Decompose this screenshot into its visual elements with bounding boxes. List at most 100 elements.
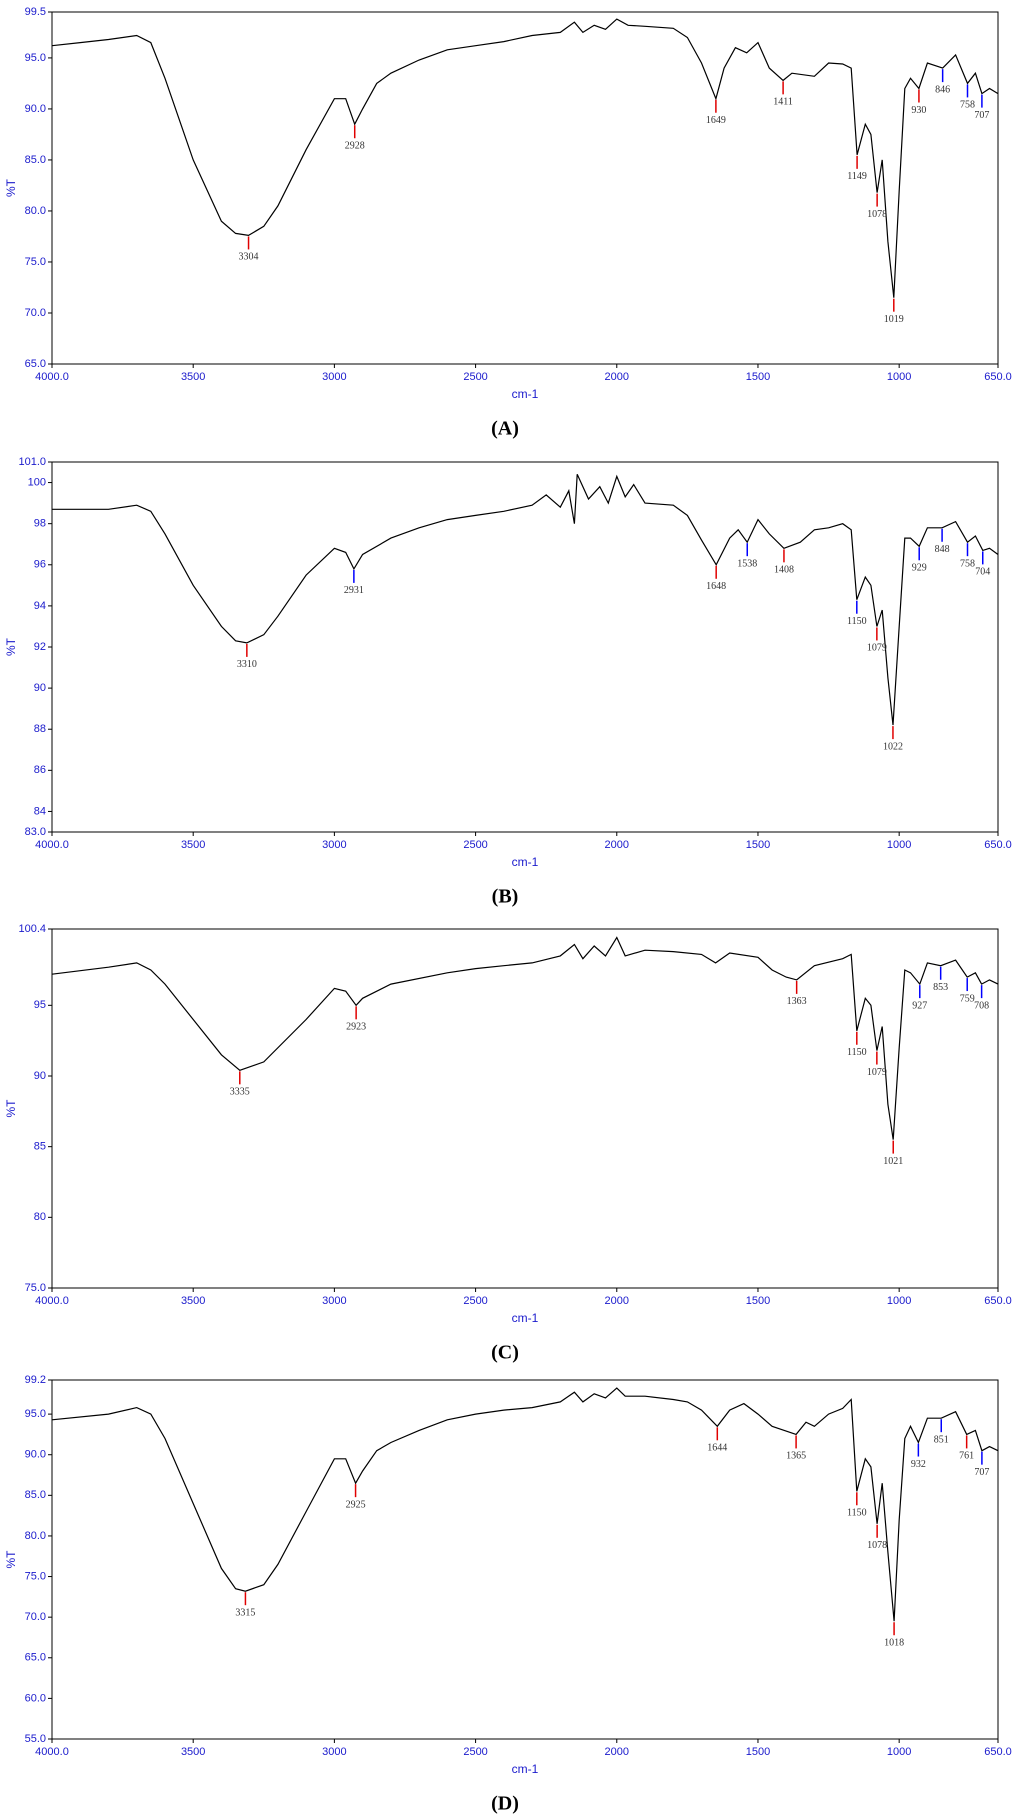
x-tick-label: 650.0	[984, 839, 1012, 851]
x-tick-label: 2000	[605, 1295, 629, 1307]
y-tick-label: 80	[34, 1211, 46, 1223]
x-tick-label: 2000	[605, 371, 629, 383]
peak-label: 1018	[884, 1638, 904, 1649]
peak-label: 1149	[847, 171, 867, 182]
plot-frame	[51, 11, 999, 365]
x-tick-label: 1000	[887, 1746, 911, 1758]
y-tick-label: 55.0	[25, 1733, 46, 1745]
plot-frame	[51, 1379, 999, 1740]
x-axis-label: cm-1	[512, 1311, 539, 1325]
peak-label: 2925	[346, 1499, 366, 1510]
peak-label: 927	[912, 1000, 927, 1011]
peak-label: 707	[974, 110, 989, 121]
peak-label: 1150	[847, 616, 867, 627]
peak-label: 2923	[346, 1022, 366, 1033]
y-tick-label: 80.0	[25, 1530, 46, 1542]
y-tick-label: 100	[28, 476, 46, 488]
peak-label: 853	[933, 982, 948, 993]
panel-label: (C)	[491, 1342, 519, 1364]
y-tick-label: 86	[34, 764, 46, 776]
peak-label: 1019	[884, 314, 904, 325]
y-tick-label: 83.0	[25, 826, 46, 838]
peak-label: 932	[911, 1459, 926, 1470]
y-tick-label: 98	[34, 518, 46, 530]
x-tick-label: 4000.0	[35, 371, 69, 383]
y-tick-label: 85.0	[25, 154, 46, 166]
y-tick-label: 75.0	[25, 1282, 46, 1294]
peak-label: 758	[960, 100, 975, 111]
x-tick-label: 2500	[463, 1295, 487, 1307]
x-tick-label: 4000.0	[35, 839, 69, 851]
peak-label: 1150	[847, 1047, 867, 1058]
peak-label: 929	[912, 563, 927, 574]
peak-label: 3335	[230, 1087, 250, 1098]
spectrum-line	[51, 936, 999, 1140]
y-axis-label: %T	[4, 637, 18, 656]
y-tick-label: 70.0	[25, 307, 46, 319]
peak-label: 1150	[847, 1508, 867, 1519]
y-tick-label: 60.0	[25, 1692, 46, 1704]
peak-label: 704	[975, 567, 990, 578]
peak-label: 930	[911, 105, 926, 116]
peak-label: 707	[974, 1467, 989, 1478]
x-tick-label: 2000	[605, 1746, 629, 1758]
y-axis-label: %T	[4, 1550, 18, 1569]
panel-label: (D)	[491, 1793, 519, 1815]
y-tick-label: 70.0	[25, 1611, 46, 1623]
x-tick-label: 650.0	[984, 371, 1012, 383]
peak-label: 1365	[786, 1451, 806, 1462]
x-tick-label: 3000	[322, 839, 346, 851]
y-tick-label: 95.0	[25, 1408, 46, 1420]
y-tick-label: 90	[34, 682, 46, 694]
x-tick-label: 1000	[887, 1295, 911, 1307]
x-tick-label: 1000	[887, 839, 911, 851]
x-axis-label: cm-1	[512, 1762, 539, 1776]
peak-label: 1649	[706, 115, 726, 126]
peak-label: 708	[974, 1000, 989, 1011]
peak-label: 759	[960, 993, 975, 1004]
peak-label: 1021	[883, 1156, 903, 1167]
y-tick-label: 80.0	[25, 205, 46, 217]
x-tick-label: 650.0	[984, 1295, 1012, 1307]
y-tick-label: 94	[34, 600, 46, 612]
x-tick-label: 3000	[322, 371, 346, 383]
peak-label: 2931	[344, 585, 364, 596]
x-tick-label: 3000	[322, 1746, 346, 1758]
y-tick-label: 95.0	[25, 52, 46, 64]
y-tick-label: 90.0	[25, 1449, 46, 1461]
peak-label: 1648	[706, 581, 726, 592]
peak-label: 1408	[774, 565, 794, 576]
peak-label: 3304	[239, 252, 259, 263]
x-tick-label: 1500	[746, 1746, 770, 1758]
y-tick-label: 90.0	[25, 103, 46, 115]
x-tick-label: 3500	[181, 1295, 205, 1307]
y-tick-label: 92	[34, 641, 46, 653]
peak-label: 3315	[235, 1607, 255, 1618]
y-tick-label: 65.0	[25, 358, 46, 370]
peak-label: 758	[960, 558, 975, 569]
spectrum-line	[51, 1387, 999, 1622]
y-axis-label: %T	[4, 1099, 18, 1118]
y-tick-label: 75.0	[25, 256, 46, 268]
spectrum-line	[51, 18, 999, 298]
x-tick-label: 4000.0	[35, 1746, 69, 1758]
panel-label: (B)	[492, 886, 519, 908]
y-tick-label: 100.4	[18, 923, 46, 935]
peak-label: 1644	[707, 1443, 727, 1454]
x-tick-label: 1500	[746, 1295, 770, 1307]
x-tick-label: 2000	[605, 839, 629, 851]
y-tick-label: 88	[34, 723, 46, 735]
y-tick-label: 75.0	[25, 1570, 46, 1582]
x-tick-label: 650.0	[984, 1746, 1012, 1758]
x-tick-label: 1500	[746, 371, 770, 383]
x-axis-label: cm-1	[512, 855, 539, 869]
y-tick-label: 85.0	[25, 1489, 46, 1501]
y-tick-label: 84	[34, 805, 46, 817]
y-tick-label: 96	[34, 559, 46, 571]
peak-label: 848	[935, 544, 950, 555]
peak-label: 1078	[867, 1540, 887, 1551]
y-tick-label: 95	[34, 999, 46, 1011]
y-axis-label: %T	[4, 178, 18, 197]
peak-label: 3310	[237, 659, 257, 670]
